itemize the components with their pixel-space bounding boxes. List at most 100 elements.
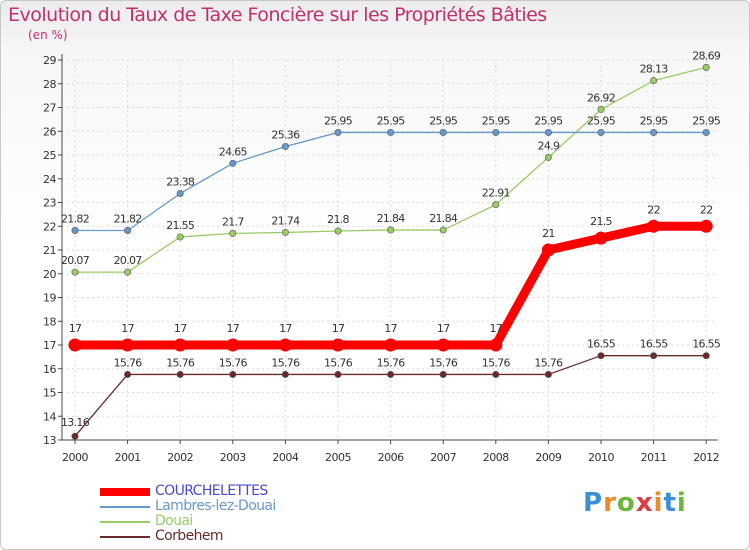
y-tick-label: 20 — [43, 268, 56, 281]
x-tick-label: 2012 — [693, 451, 719, 464]
data-label: 15.76 — [429, 356, 458, 369]
data-label: 21.55 — [166, 219, 195, 232]
legend-label-courchelettes: COURCHELETTES — [155, 483, 268, 499]
data-point — [334, 370, 342, 378]
data-point — [492, 128, 500, 136]
y-tick-label: 25 — [43, 149, 56, 162]
data-point — [702, 128, 710, 136]
data-point — [492, 370, 500, 378]
logo-letter: P — [583, 488, 604, 518]
data-label: 25.95 — [640, 114, 669, 127]
data-point — [650, 128, 658, 136]
unit-label: (en %) — [28, 28, 68, 42]
logo-letter: o — [616, 488, 636, 518]
data-label: 15.76 — [534, 356, 563, 369]
data-label: 21.5 — [590, 215, 612, 228]
data-label: 16.55 — [587, 338, 616, 351]
data-point — [541, 243, 555, 257]
data-label: 24.9 — [538, 139, 560, 152]
data-point — [173, 338, 187, 352]
y-tick-label: 23 — [43, 197, 56, 210]
data-point — [331, 338, 345, 352]
data-label: 17 — [437, 322, 450, 335]
data-point — [650, 77, 658, 85]
data-label: 25.95 — [587, 114, 616, 127]
data-point — [124, 227, 132, 235]
data-point — [384, 338, 398, 352]
logo-letter: x — [635, 488, 654, 518]
data-label: 16.55 — [640, 338, 669, 351]
legend-label-douai: Douai — [155, 513, 193, 529]
data-point — [436, 338, 450, 352]
y-tick-label: 22 — [43, 220, 56, 233]
data-point — [281, 142, 289, 150]
data-point — [71, 227, 79, 235]
y-tick-label: 21 — [43, 244, 56, 257]
data-point — [544, 153, 552, 161]
y-tick-label: 29 — [43, 54, 56, 67]
data-point — [176, 233, 184, 241]
data-point — [281, 228, 289, 236]
data-label: 21.82 — [61, 213, 89, 226]
data-label: 17 — [384, 322, 397, 335]
data-point — [387, 226, 395, 234]
data-label: 15.76 — [114, 356, 143, 369]
legend-swatch-douai — [100, 521, 150, 523]
logo-letter: i — [676, 488, 687, 518]
data-label: 17 — [489, 322, 502, 335]
data-label: 28.69 — [692, 49, 721, 62]
data-label: 21 — [542, 227, 555, 240]
data-label: 25.95 — [324, 114, 353, 127]
data-label: 28.13 — [640, 63, 669, 76]
data-point — [650, 352, 658, 360]
chart-title: Evolution du Taux de Taxe Foncière sur l… — [8, 4, 547, 26]
y-tick-label: 17 — [43, 339, 56, 352]
data-point — [334, 128, 342, 136]
data-label: 25.95 — [429, 114, 458, 127]
data-point — [489, 338, 503, 352]
data-label: 25.95 — [692, 114, 721, 127]
y-tick-label: 18 — [43, 315, 56, 328]
data-point — [124, 370, 132, 378]
data-point — [387, 128, 395, 136]
data-point — [176, 370, 184, 378]
data-label: 21.8 — [327, 213, 349, 226]
data-point — [699, 219, 713, 233]
data-label: 16.55 — [692, 338, 721, 351]
data-label: 21.7 — [222, 215, 244, 228]
data-point — [439, 226, 447, 234]
y-tick-label: 16 — [43, 363, 56, 376]
data-label: 24.65 — [219, 145, 248, 158]
y-tick-label: 28 — [43, 78, 56, 91]
data-label: 21.74 — [271, 214, 300, 227]
data-point — [229, 229, 237, 237]
data-label: 17 — [279, 322, 292, 335]
data-label: 20.07 — [114, 254, 143, 267]
logo-letter: t — [663, 488, 677, 518]
data-label: 23.38 — [166, 175, 195, 188]
data-point — [226, 338, 240, 352]
data-point — [278, 338, 292, 352]
proxiti-logo: Proxiti — [583, 488, 687, 518]
y-tick-label: 27 — [43, 102, 56, 115]
data-label: 25.95 — [534, 114, 563, 127]
data-label: 15.76 — [166, 356, 195, 369]
x-tick-label: 2010 — [588, 451, 614, 464]
x-tick-label: 2011 — [641, 451, 667, 464]
legend-label-lambres: Lambres-lez-Douai — [155, 498, 276, 514]
data-point — [176, 189, 184, 197]
data-point — [439, 370, 447, 378]
data-point — [597, 105, 605, 113]
x-tick-label: 2005 — [325, 451, 351, 464]
data-point — [229, 370, 237, 378]
data-point — [544, 370, 552, 378]
data-label: 13.16 — [61, 416, 90, 429]
data-label: 15.76 — [271, 356, 300, 369]
legend-label-corbehem: Corbehem — [155, 528, 224, 544]
data-label: 22 — [647, 203, 660, 216]
y-tick-label: 13 — [43, 434, 56, 447]
data-point — [71, 268, 79, 276]
y-tick-label: 24 — [43, 173, 56, 186]
x-tick-label: 2002 — [167, 451, 193, 464]
